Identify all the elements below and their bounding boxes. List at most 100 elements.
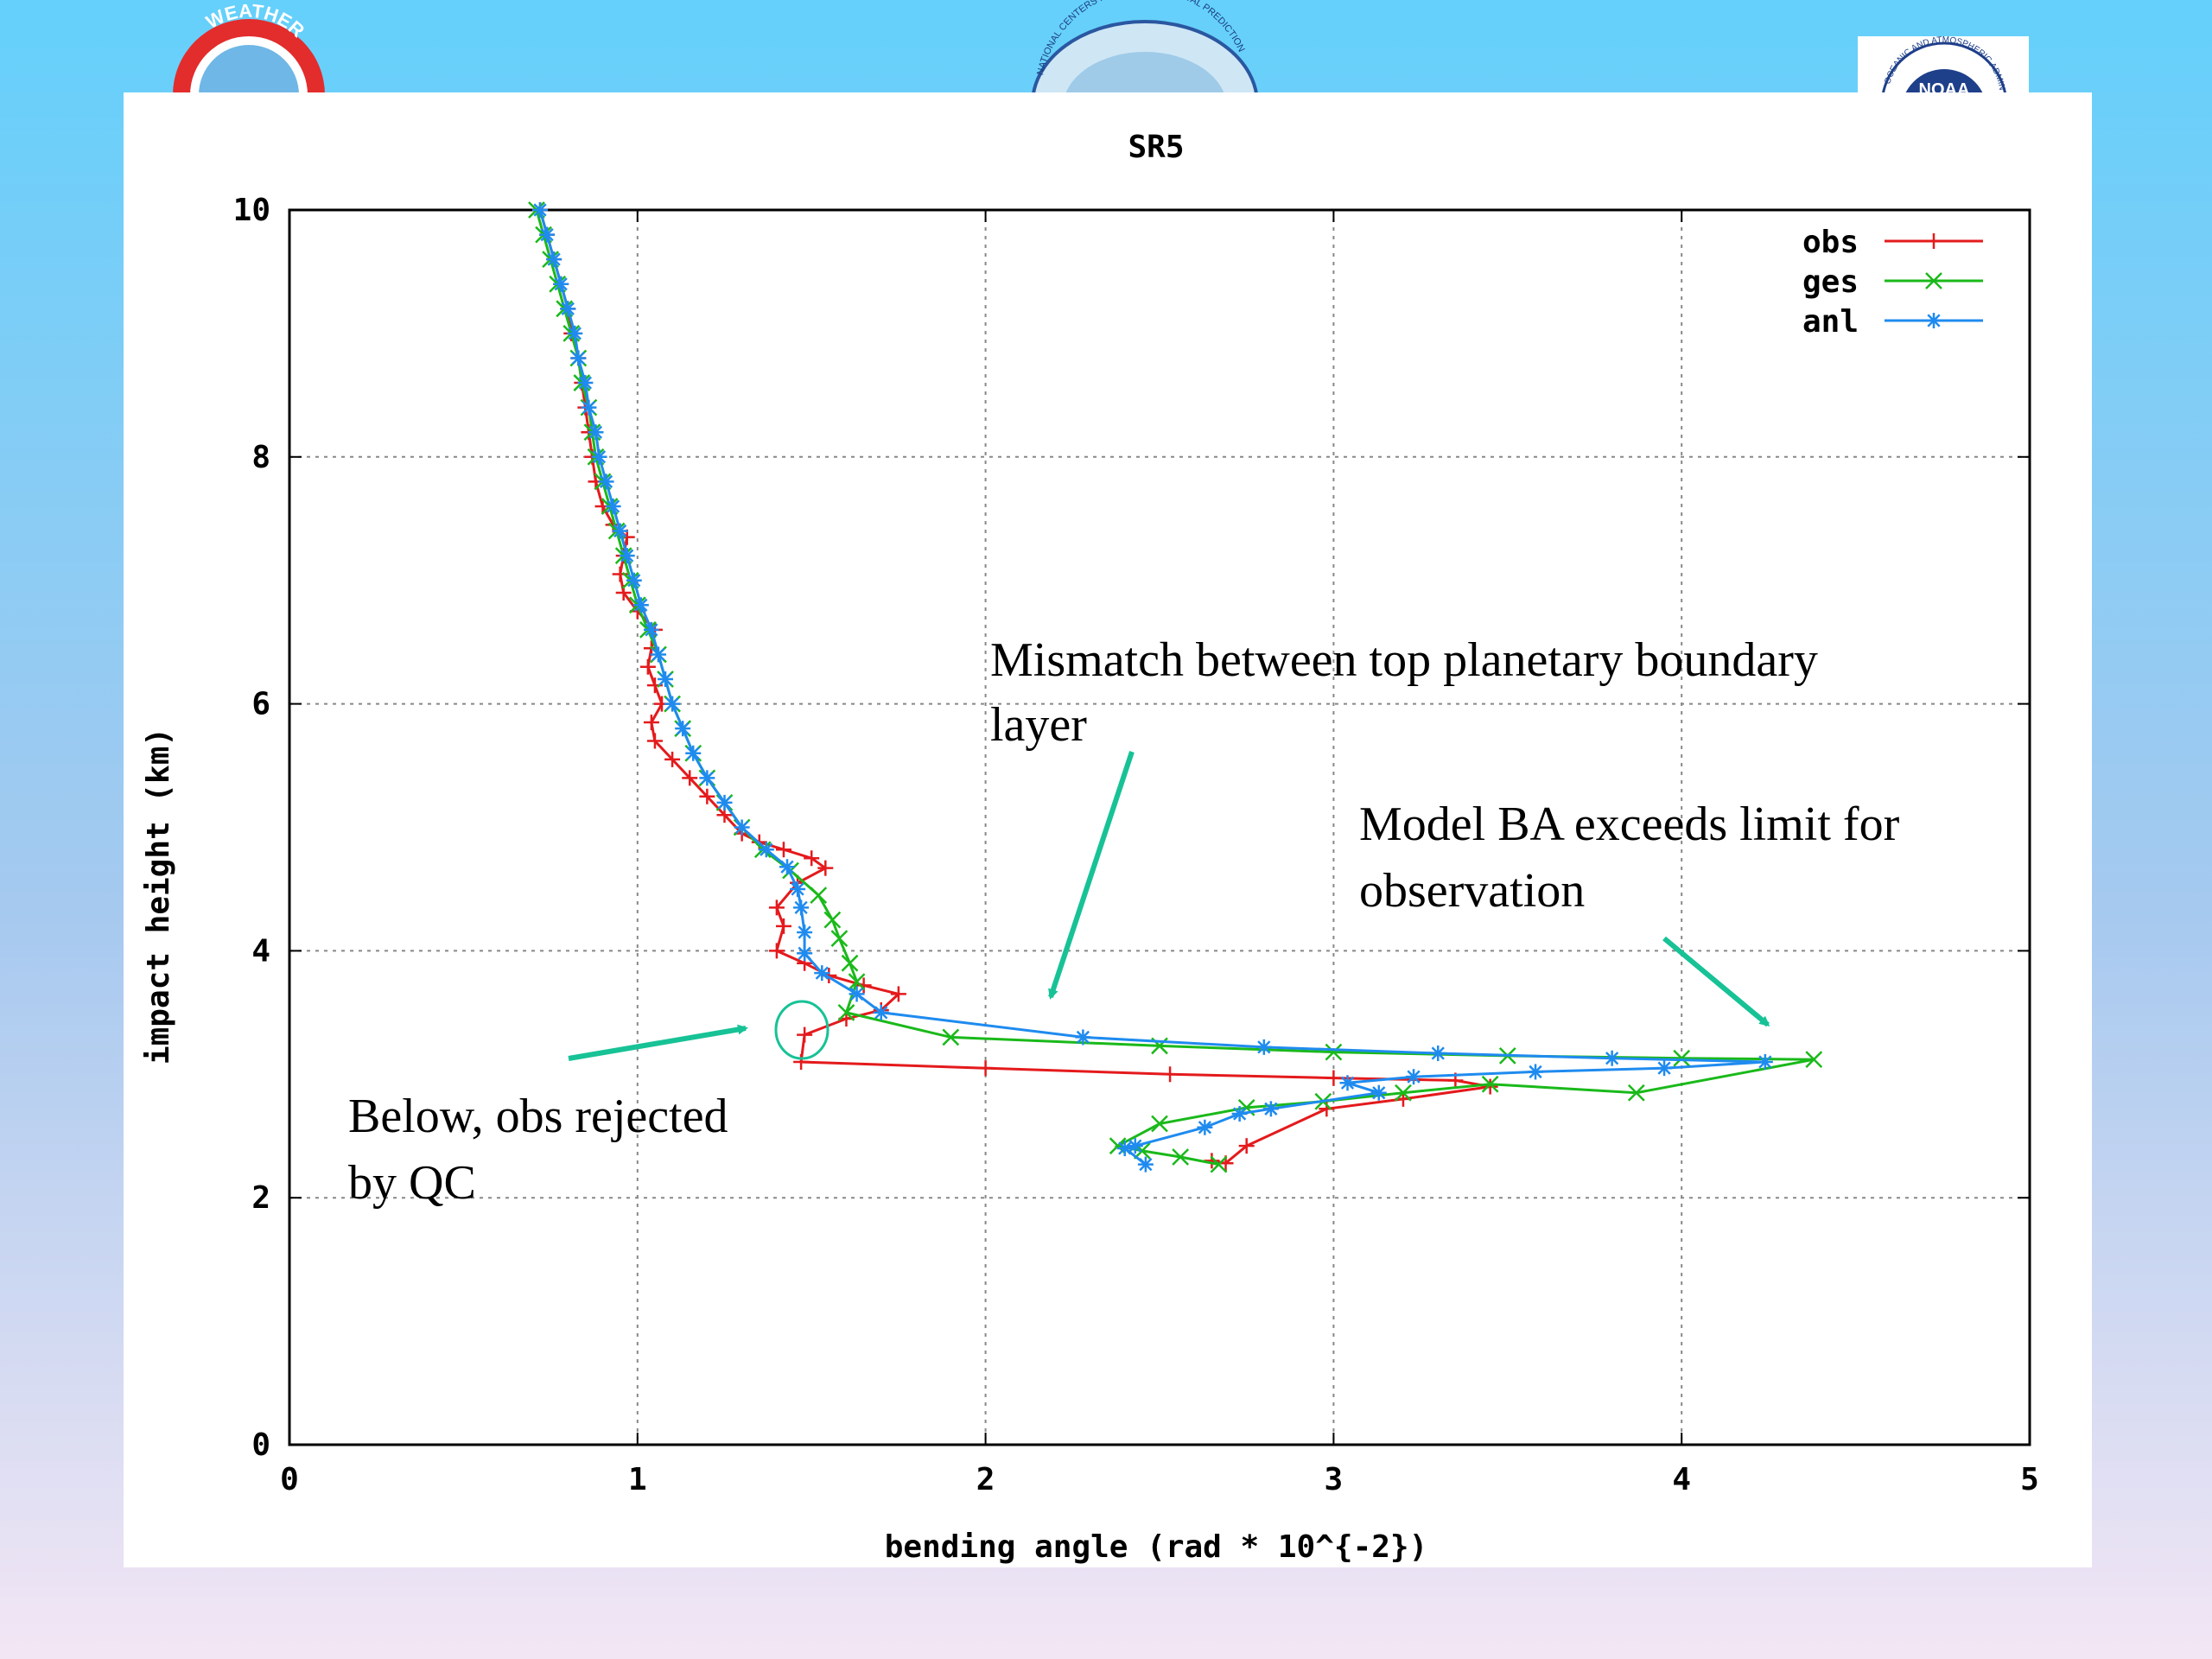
data-point-anl: [1656, 1060, 1673, 1077]
data-point-obs: [1162, 1066, 1179, 1083]
weather-service-logo: WEATHER: [168, 0, 328, 95]
annotation-pbl-line2: layer: [990, 698, 1087, 752]
data-point-obs: [643, 715, 659, 731]
data-point-anl: [699, 770, 715, 786]
data-point-ges: [823, 911, 842, 929]
data-point-anl: [685, 745, 702, 761]
grid-lines: [289, 210, 2030, 1445]
y-tick-label: 0: [251, 1427, 270, 1463]
data-point-anl: [658, 671, 674, 688]
data-point-anl: [1255, 1039, 1272, 1055]
series-line-ges: [535, 209, 1815, 1166]
data-point-ges: [1325, 1043, 1343, 1061]
data-point-obs: [682, 770, 698, 786]
data-point-obs: [1325, 1070, 1342, 1086]
data-point-anl: [553, 276, 569, 292]
data-point-anl: [567, 325, 583, 341]
data-point-obs: [977, 1060, 994, 1077]
x-tick-label: 2: [976, 1462, 995, 1497]
noaa-seal-icon: OCEANIC AND ATMOSPHERIC ADMIN NOAA: [1881, 36, 2007, 97]
data-point-obs: [817, 860, 834, 876]
data-point-obs: [699, 788, 715, 804]
y-tick-label: 4: [251, 933, 270, 969]
data-point-anl: [643, 621, 659, 638]
data-point-anl: [650, 646, 666, 663]
annotation-pbl-line1: Mismatch between top planetary boundary: [990, 633, 1818, 687]
annotation-qc-line2: by QC: [348, 1156, 476, 1210]
data-point-obs: [775, 918, 791, 934]
chart-title: SR5: [1128, 130, 1184, 165]
legend: obs ges anl: [1802, 225, 1983, 340]
legend-label-anl: anl: [1802, 304, 1859, 340]
x-tick-label: 3: [1325, 1462, 1344, 1497]
ncep-logo: NATIONAL CENTERS FOR ENVIRONMENTAL PREDI…: [1015, 0, 1274, 95]
data-point-anl: [1528, 1064, 1544, 1080]
data-point-obs: [890, 986, 906, 1002]
data-point-ges: [1481, 1075, 1499, 1093]
series-layer: [528, 201, 1823, 1173]
data-point-anl: [1757, 1054, 1773, 1071]
annotation-limit-line2: observation: [1359, 864, 1585, 918]
data-point-anl: [605, 498, 621, 514]
data-point-ges: [1627, 1084, 1645, 1102]
data-point-anl: [758, 842, 774, 858]
data-point-anl: [581, 399, 597, 416]
arrow-qc: [568, 1024, 748, 1061]
data-point-obs: [1204, 1153, 1220, 1169]
data-point-anl: [577, 375, 594, 391]
data-point-anl: [598, 474, 614, 490]
data-point-obs: [775, 842, 791, 858]
data-point-obs: [1482, 1078, 1498, 1095]
y-tick-label: 2: [251, 1180, 270, 1216]
data-point-obs: [1238, 1138, 1255, 1154]
data-point-anl: [716, 794, 733, 810]
data-point-anl: [1137, 1156, 1154, 1173]
data-point-ges: [942, 1028, 960, 1046]
data-point-ges: [1172, 1148, 1190, 1166]
data-point-obs: [639, 658, 656, 675]
data-point-obs: [646, 733, 663, 749]
data-point-anl: [1075, 1029, 1091, 1046]
arrow-pbl: [1048, 751, 1135, 1000]
weather-service-seal-icon: WEATHER: [173, 0, 325, 95]
data-point-ges: [1151, 1115, 1168, 1133]
data-point-anl: [539, 226, 556, 243]
data-point-ges: [837, 1003, 855, 1021]
chart-panel: 0 1 2 3 4 5 0 2 4 6 8 10 SR5 bending angle (rad * …: [124, 92, 2092, 1567]
y-axis-label: impact height (km): [141, 728, 176, 1065]
data-point-anl: [814, 965, 830, 982]
data-point-anl: [619, 548, 635, 564]
x-tick-label: 4: [1672, 1462, 1691, 1497]
data-point-anl: [1406, 1069, 1422, 1085]
data-point-anl: [793, 899, 810, 916]
series-ges: [528, 201, 1823, 1173]
annotations: Mismatch between top planetary boundary …: [348, 633, 1900, 1210]
data-point-anl: [612, 523, 628, 539]
data-point-anl: [1604, 1050, 1620, 1066]
data-point-ges: [1395, 1084, 1412, 1102]
y-tick-label: 8: [251, 440, 270, 475]
data-point-ges: [848, 973, 866, 991]
data-point-anl: [1197, 1119, 1213, 1135]
data-point-anl: [1116, 1141, 1133, 1157]
data-point-anl: [632, 597, 649, 613]
data-point-obs: [797, 1027, 813, 1043]
data-point-anl: [1262, 1101, 1279, 1117]
data-point-anl: [570, 350, 587, 366]
noaa-logo: OCEANIC AND ATMOSPHERIC ADMIN NOAA: [1858, 36, 2029, 97]
data-point-ges: [810, 887, 828, 904]
arrow-limit: [1662, 936, 1770, 1027]
data-point-ges: [1805, 1051, 1823, 1069]
tick-marks: [289, 209, 2031, 1446]
annotation-limit-line1: Model BA exceeds limit for: [1359, 798, 1900, 851]
data-point-anl: [1339, 1075, 1356, 1091]
data-point-anl: [560, 301, 576, 317]
data-point-obs: [768, 943, 785, 959]
data-point-anl: [849, 986, 865, 1002]
data-point-obs: [768, 899, 785, 916]
data-point-ges: [1673, 1049, 1691, 1067]
data-point-ges: [1210, 1155, 1228, 1173]
data-point-anl: [1231, 1106, 1248, 1122]
data-point-ges: [830, 930, 849, 947]
data-point-anl: [1430, 1046, 1446, 1062]
